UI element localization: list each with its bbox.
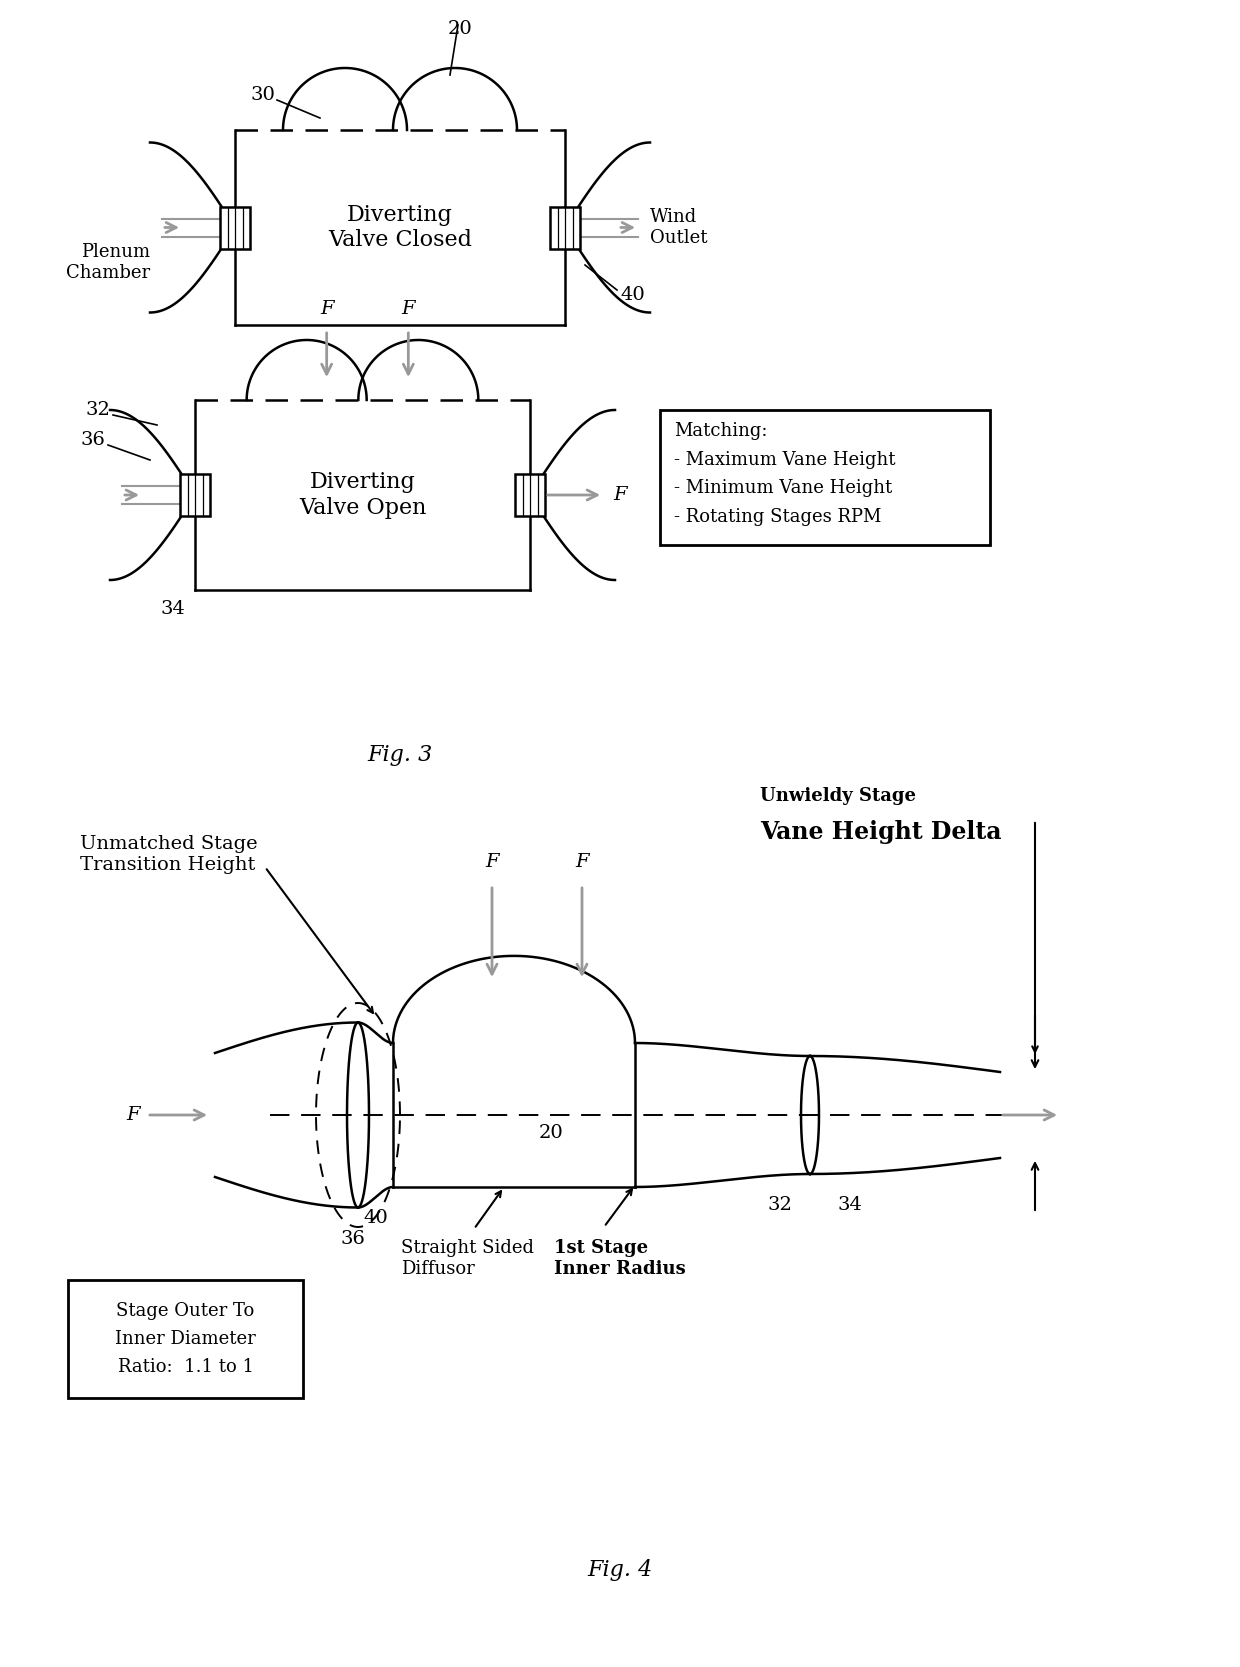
Text: F: F <box>126 1105 140 1124</box>
Text: 20: 20 <box>539 1124 564 1142</box>
Text: 32: 32 <box>86 402 110 418</box>
Text: 36: 36 <box>81 432 105 448</box>
Text: Vane Height Delta: Vane Height Delta <box>760 820 1002 844</box>
Bar <box>660 410 990 545</box>
Text: 40: 40 <box>620 287 645 303</box>
Text: Diverting
Valve Closed: Diverting Valve Closed <box>329 203 472 252</box>
Text: 40: 40 <box>363 1209 388 1227</box>
Text: Fig. 4: Fig. 4 <box>588 1559 652 1580</box>
Text: Plenum
Chamber: Plenum Chamber <box>66 243 150 282</box>
Text: F: F <box>402 300 415 318</box>
Text: 36: 36 <box>341 1230 366 1247</box>
Bar <box>219 207 250 248</box>
Bar <box>515 473 546 517</box>
Text: F: F <box>320 300 334 318</box>
Text: F: F <box>575 854 589 870</box>
Text: 30: 30 <box>250 87 275 103</box>
Text: Fig. 3: Fig. 3 <box>367 743 433 767</box>
Bar <box>551 207 580 248</box>
Bar <box>68 1280 303 1399</box>
Text: 34: 34 <box>160 600 185 618</box>
Text: Diverting
Valve Open: Diverting Valve Open <box>299 472 427 518</box>
Text: Straight Sided
Diffusor: Straight Sided Diffusor <box>401 1239 534 1279</box>
Text: Unmatched Stage
Transition Height: Unmatched Stage Transition Height <box>81 835 258 874</box>
Text: 20: 20 <box>448 20 472 38</box>
Bar <box>180 473 210 517</box>
Text: 32: 32 <box>768 1195 792 1214</box>
Text: Matching:
- Maximum Vane Height
- Minimum Vane Height
- Rotating Stages RPM: Matching: - Maximum Vane Height - Minimu… <box>675 422 895 525</box>
Text: F: F <box>613 487 626 503</box>
Text: Wind
Outlet: Wind Outlet <box>650 208 708 247</box>
Text: Unwieldy Stage: Unwieldy Stage <box>760 787 916 805</box>
Text: F: F <box>485 854 498 870</box>
Text: 1st Stage
Inner Radius: 1st Stage Inner Radius <box>554 1239 686 1279</box>
Text: Stage Outer To
Inner Diameter
Ratio:  1.1 to 1: Stage Outer To Inner Diameter Ratio: 1.1… <box>115 1302 255 1375</box>
Text: 34: 34 <box>837 1195 863 1214</box>
